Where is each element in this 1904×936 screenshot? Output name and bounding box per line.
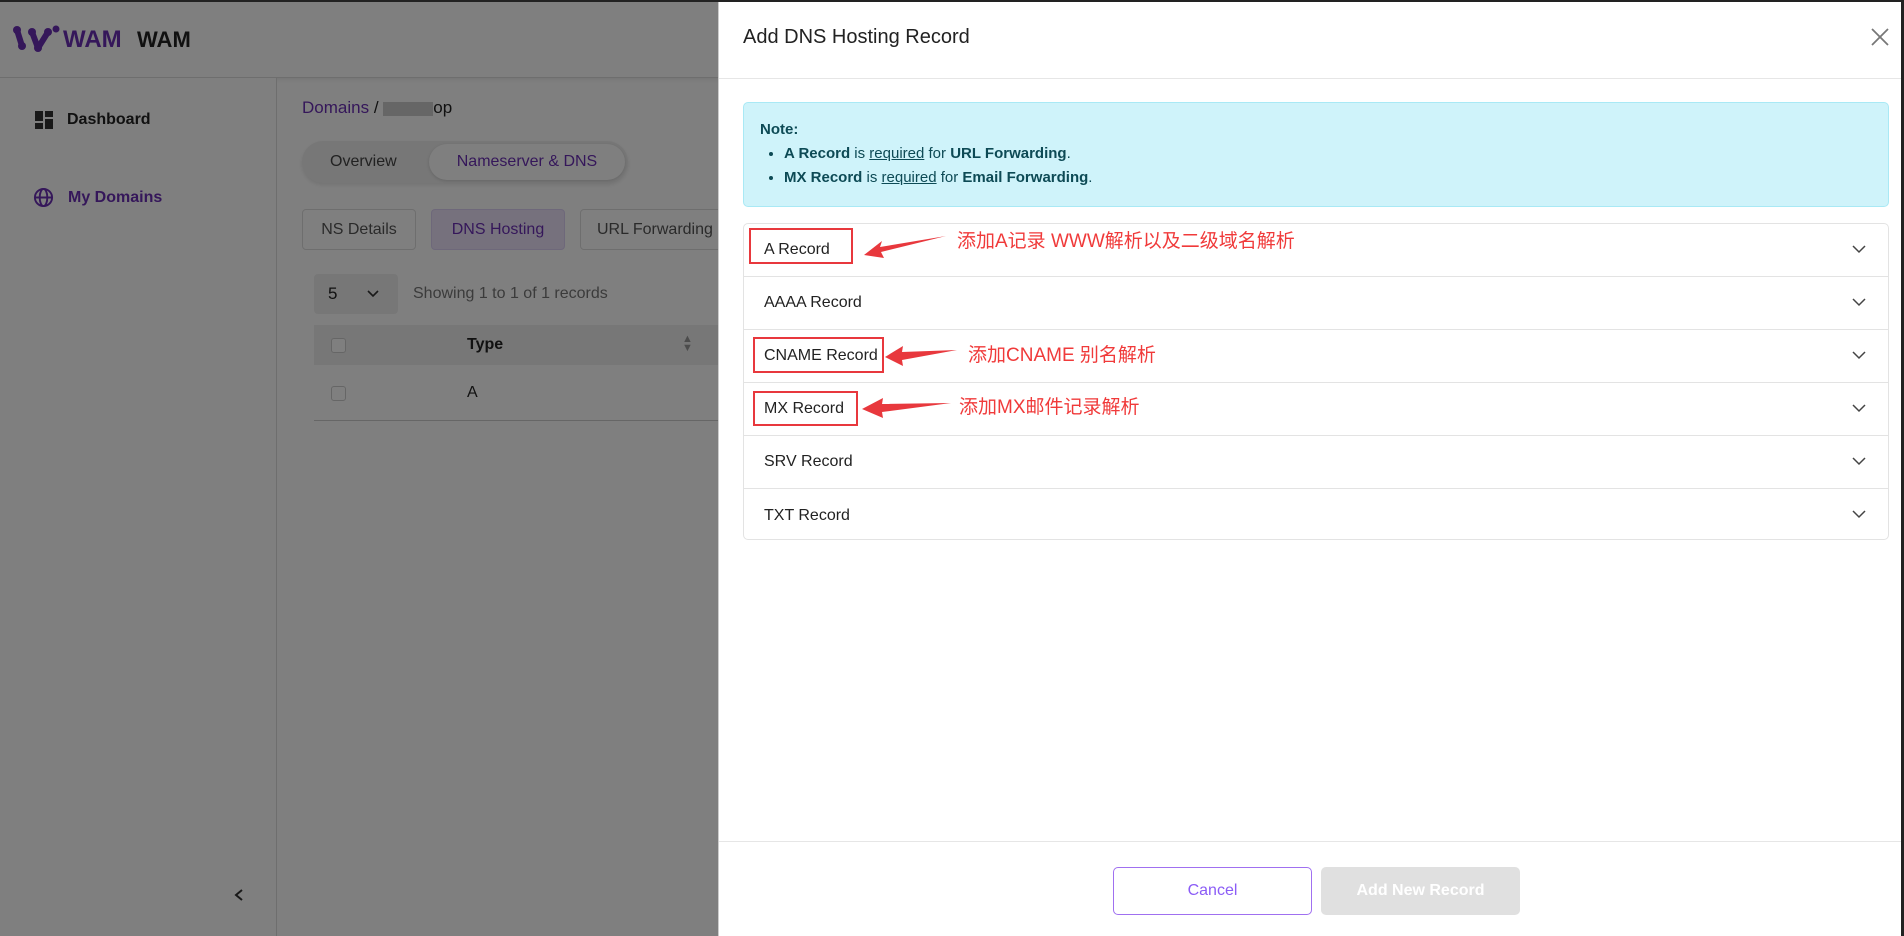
note-text: is (850, 145, 870, 162)
note-text: . (1088, 169, 1093, 186)
record-label: CNAME Record (764, 347, 878, 364)
note-alert: Note: A Record is required for URL Forwa… (743, 102, 1889, 207)
accordion-txt-record[interactable]: TXT Record (744, 489, 1888, 542)
accordion-srv-record[interactable]: SRV Record (744, 436, 1888, 489)
cancel-button[interactable]: Cancel (1113, 867, 1312, 915)
note-bold: MX Record (784, 169, 863, 186)
annotation-a-record: 添加A记录 WWW解析以及二级域名解析 (957, 231, 1295, 252)
annotation-highlight-box (749, 228, 853, 264)
chevron-down-icon (1852, 298, 1866, 307)
divider (719, 78, 1902, 79)
required-link[interactable]: required (869, 145, 925, 162)
annotation-cname: 添加CNAME 别名解析 (968, 345, 1156, 366)
note-item: MX Record is required for Email Forwardi… (784, 166, 1872, 190)
accordion-a-record[interactable]: A Record (744, 224, 1888, 277)
annotation-highlight-box (753, 337, 884, 373)
chevron-down-icon (1852, 351, 1866, 360)
chevron-down-icon (1852, 404, 1866, 413)
annotation-highlight-box (753, 391, 858, 426)
note-text: . (1066, 145, 1071, 162)
add-dns-record-drawer: Add DNS Hosting Record Note: A Record is… (718, 2, 1902, 936)
record-label: TXT Record (764, 506, 850, 524)
window-border (1901, 0, 1904, 936)
note-text: for (936, 169, 963, 186)
window-border (0, 0, 1904, 2)
accordion-aaaa-record[interactable]: AAAA Record (744, 277, 1888, 330)
note-item: A Record is required for URL Forwarding. (784, 142, 1872, 166)
note-bold: A Record (784, 145, 851, 162)
record-type-accordion: A Record AAAA Record CNAME Record MX Rec… (743, 223, 1889, 540)
close-icon[interactable] (1869, 26, 1891, 48)
record-label: AAAA Record (764, 294, 862, 311)
record-label: MX Record (764, 400, 845, 417)
accordion-mx-record[interactable]: MX Record (744, 383, 1888, 436)
record-label: A Record (764, 241, 830, 258)
add-new-record-button[interactable]: Add New Record (1321, 867, 1520, 915)
required-link[interactable]: required (881, 169, 937, 186)
accordion-cname-record[interactable]: CNAME Record (744, 330, 1888, 383)
divider (719, 841, 1902, 842)
note-label: Note: (760, 121, 799, 138)
note-text: for (924, 145, 951, 162)
note-bold: URL Forwarding (950, 145, 1067, 162)
note-text: is (862, 169, 882, 186)
note-bold: Email Forwarding (962, 169, 1089, 186)
drawer-title: Add DNS Hosting Record (743, 26, 970, 48)
chevron-down-icon (1852, 245, 1866, 254)
chevron-down-icon (1852, 510, 1866, 519)
record-label: SRV Record (764, 453, 853, 470)
chevron-down-icon (1852, 457, 1866, 466)
annotation-mx: 添加MX邮件记录解析 (959, 397, 1140, 418)
